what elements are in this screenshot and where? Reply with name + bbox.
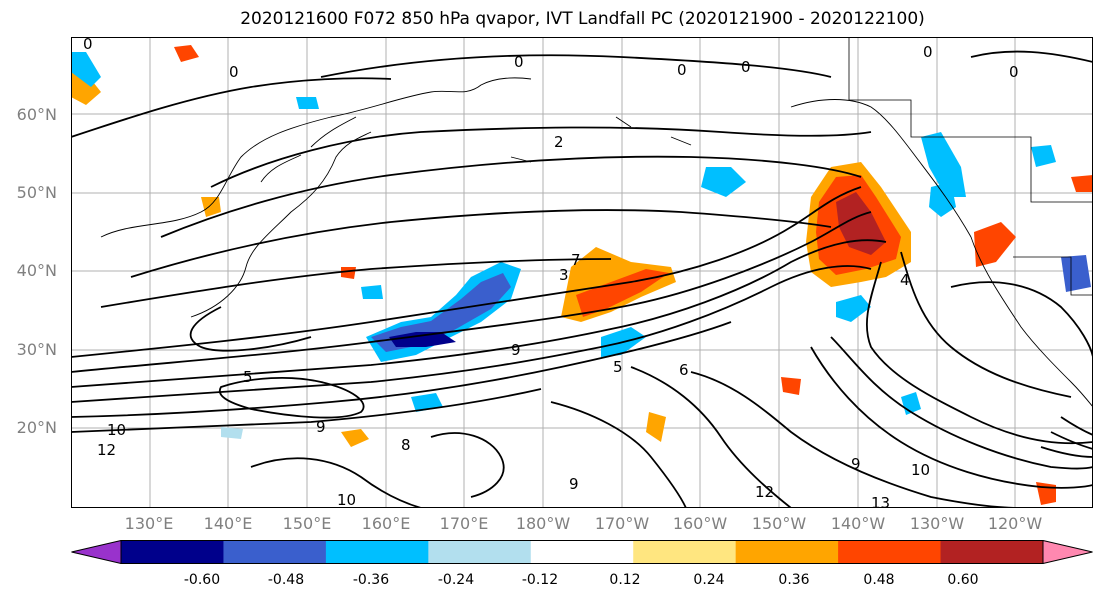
contour-label: 0 bbox=[83, 37, 93, 53]
colorbar-tick-label: 0.12 bbox=[609, 572, 641, 588]
contour-label: 2 bbox=[554, 133, 564, 151]
lon-label-120w: 120°W bbox=[987, 514, 1043, 533]
lon-label-160w: 160°W bbox=[672, 514, 728, 533]
colorbar-tick-label: 0.36 bbox=[778, 572, 810, 588]
contour-lines bbox=[71, 50, 1093, 508]
lat-label-20n: 20°N bbox=[16, 418, 57, 437]
lon-label-170e: 170°E bbox=[439, 514, 489, 533]
map-panel: 0 0 0 0 0 0 0 2 3 4 5 5 6 7 8 9 9 9 9 10… bbox=[71, 37, 1093, 508]
colorbar-segment bbox=[325, 540, 429, 564]
colorbar-segments bbox=[71, 540, 1093, 564]
lat-label-60n: 60°N bbox=[16, 105, 57, 124]
contour-labels: 0 0 0 0 0 0 0 2 3 4 5 5 6 7 8 9 9 9 9 10… bbox=[83, 37, 1019, 508]
colorbar-extend-low bbox=[71, 540, 122, 564]
contour-label: 13 bbox=[871, 494, 890, 508]
contour-label: 0 bbox=[677, 61, 687, 79]
contour-label: 7 bbox=[571, 251, 581, 269]
colorbar-tick-label: -0.60 bbox=[183, 572, 221, 588]
colorbar-segment bbox=[530, 540, 634, 564]
coastlines bbox=[100, 77, 1093, 408]
contour-label: 0 bbox=[514, 53, 524, 71]
contour-label: 9 bbox=[511, 341, 521, 359]
colorbar-segment bbox=[633, 540, 737, 564]
contour-label: 9 bbox=[851, 455, 861, 473]
contour-label: 3 bbox=[559, 266, 569, 284]
political-boundaries bbox=[848, 37, 1093, 296]
contour-label: 10 bbox=[911, 461, 930, 479]
lon-label-160e: 160°E bbox=[361, 514, 411, 533]
colorbar-segment bbox=[838, 540, 942, 564]
lon-label-170w: 170°W bbox=[594, 514, 650, 533]
colorbar-segment bbox=[223, 540, 327, 564]
contour-label: 5 bbox=[243, 368, 253, 386]
lon-label-130w: 130°W bbox=[909, 514, 965, 533]
colorbar bbox=[71, 540, 1093, 564]
contour-label: 9 bbox=[316, 418, 326, 436]
colorbar-tick-label: 0.60 bbox=[947, 572, 979, 588]
colorbar-tick-label: -0.48 bbox=[267, 572, 305, 588]
lat-label-30n: 30°N bbox=[16, 340, 57, 359]
colorbar-segment bbox=[428, 540, 532, 564]
contour-label: 8 bbox=[401, 436, 411, 454]
map-title: 2020121600 F072 850 hPa qvapor, IVT Land… bbox=[240, 9, 925, 29]
contour-label: 12 bbox=[97, 441, 116, 459]
colorbar-extend-high bbox=[1042, 540, 1093, 564]
colorbar-tick-label: -0.24 bbox=[437, 572, 475, 588]
lon-label-180w: 180°W bbox=[515, 514, 571, 533]
contour-label: 5 bbox=[613, 358, 623, 376]
contour-label: 0 bbox=[1009, 63, 1019, 81]
contour-label: 6 bbox=[679, 361, 689, 379]
colorbar-tick-label: -0.36 bbox=[352, 572, 390, 588]
lon-label-140e: 140°E bbox=[203, 514, 253, 533]
colorbar-segment bbox=[940, 540, 1044, 564]
colorbar-tick-label: 0.48 bbox=[863, 572, 895, 588]
colorbar-segment bbox=[735, 540, 839, 564]
contour-label: 0 bbox=[741, 58, 751, 76]
lon-label-140w: 140°W bbox=[830, 514, 886, 533]
lat-label-50n: 50°N bbox=[16, 183, 57, 202]
colorbar-tick-label: 0.24 bbox=[693, 572, 725, 588]
lat-label-40n: 40°N bbox=[16, 261, 57, 280]
lon-label-150e: 150°E bbox=[282, 514, 332, 533]
colorbar-outline bbox=[120, 540, 1044, 564]
contour-label: 9 bbox=[569, 475, 579, 493]
contour-label: 10 bbox=[107, 421, 126, 439]
map-frame bbox=[71, 37, 1093, 508]
contour-label: 10 bbox=[337, 491, 356, 508]
lon-label-150w: 150°W bbox=[751, 514, 807, 533]
contour-label: 0 bbox=[923, 43, 933, 61]
contour-label: 4 bbox=[900, 271, 910, 289]
colorbar-tick-label: -0.12 bbox=[521, 572, 559, 588]
colorbar-segment bbox=[121, 540, 224, 564]
lon-label-130e: 130°E bbox=[124, 514, 174, 533]
contour-label: 0 bbox=[229, 63, 239, 81]
contour-label: 12 bbox=[755, 483, 774, 501]
